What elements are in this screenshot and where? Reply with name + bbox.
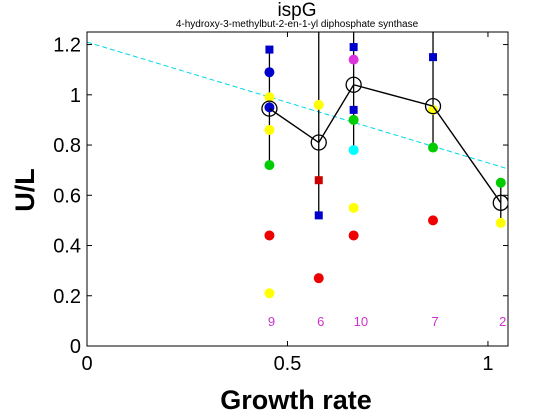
sample-count-label: 6 <box>317 314 324 329</box>
y-tick-label: 0.2 <box>53 286 81 308</box>
data-point-circle <box>313 273 324 284</box>
data-point-circle <box>428 142 439 153</box>
y-tick-label: 1 <box>70 85 81 107</box>
data-point-square <box>349 105 358 114</box>
data-point-circle <box>313 99 324 110</box>
sample-count-label: 9 <box>268 314 275 329</box>
data-point-circle <box>428 104 439 115</box>
mean-line <box>269 83 502 204</box>
axes-frame <box>86 31 509 347</box>
data-point-circle <box>348 114 359 125</box>
data-point-circle <box>264 160 275 171</box>
mean-marker <box>310 134 327 151</box>
data-point-circle <box>348 202 359 213</box>
plot-layer: 9 6 10 7 2 <box>87 32 508 329</box>
data-group: 9 6 10 7 2 <box>87 32 508 329</box>
data-point-circle <box>348 145 359 156</box>
data-point-circle <box>264 92 275 103</box>
y-tick-label: 0.4 <box>53 236 81 258</box>
data-point-square <box>314 176 323 185</box>
sample-count-label: 2 <box>499 314 506 329</box>
trend-line <box>87 41 508 170</box>
x-tick-label: 1 <box>482 353 493 375</box>
mean-marker <box>492 194 508 211</box>
data-point-circle <box>264 230 275 241</box>
sample-count-label: 10 <box>354 314 368 329</box>
data-point-circle <box>264 67 275 78</box>
data-point-circle <box>428 215 439 226</box>
data-point-circle <box>495 217 506 228</box>
y-tick-label: 0 <box>70 336 81 358</box>
data-point-square <box>429 53 438 62</box>
chart-subtitle: 4-hydroxy-3-methylbut-2-en-1-yl diphosph… <box>176 19 419 30</box>
data-point-square <box>314 211 323 220</box>
x-tick-label: 0.5 <box>274 353 302 375</box>
data-point-square <box>349 43 358 52</box>
mean-marker <box>424 97 442 115</box>
data-point-square <box>265 45 274 54</box>
data-point-circle <box>348 230 359 241</box>
chart-title: ispG <box>277 0 316 21</box>
data-point-circle <box>495 177 506 188</box>
y-tick-label: 1.2 <box>53 35 81 57</box>
x-tick-label: 0 <box>81 353 92 375</box>
mean-marker <box>261 100 278 117</box>
y-axis-label: U/L <box>10 168 40 212</box>
data-point-circle <box>348 54 359 65</box>
y-tick-label: 0.6 <box>53 185 81 207</box>
y-tick-label: 0.8 <box>53 135 81 157</box>
data-point-circle <box>264 288 275 299</box>
x-axis-label: Growth rate <box>220 385 372 415</box>
mean-marker <box>345 76 362 93</box>
axes-layer: 0 0.5 100.20.40.60.811.2 <box>53 31 509 375</box>
sample-count-label: 7 <box>431 314 438 329</box>
data-point-circle <box>264 124 275 135</box>
